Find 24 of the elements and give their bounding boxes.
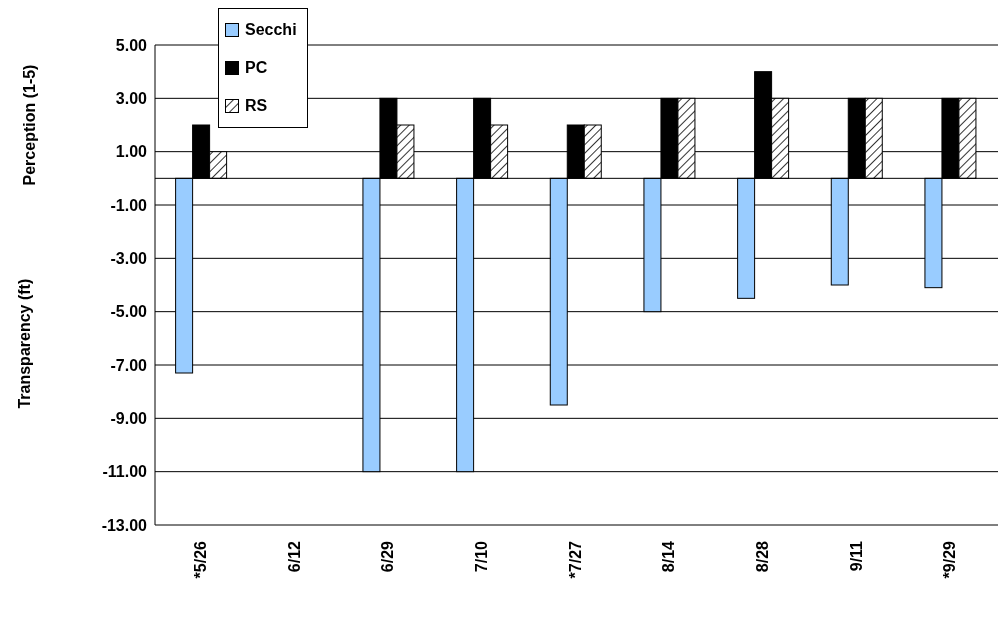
legend-label: PC: [244, 58, 269, 78]
y-tick-label: -5.00: [110, 303, 148, 321]
x-tick-label: *7/27: [566, 540, 584, 579]
y-tick-label: 5.00: [115, 36, 148, 54]
text: Perception (1-5): [21, 64, 39, 186]
y-axis-title: Transparency (ft): [16, 278, 34, 409]
y-tick-label: -13.00: [101, 516, 148, 534]
y-tick-label: -9.00: [110, 410, 148, 428]
x-tick-label: 8/14: [660, 540, 678, 573]
x-tick-label: 8/28: [753, 540, 771, 573]
x-tick-label: *5/26: [191, 540, 209, 579]
x-tick-label: 7/10: [472, 540, 490, 573]
y-tick-label: 1.00: [115, 143, 148, 161]
x-tick-label: 6/12: [285, 540, 303, 573]
x-tick-label: 9/11: [847, 540, 865, 572]
y-tick-label: -11.00: [102, 463, 148, 481]
y-tick-label: -3.00: [110, 250, 148, 268]
x-tick-label: *9/29: [941, 540, 959, 579]
y-tick-label: -1.00: [110, 196, 148, 214]
legend-label: Secchi: [244, 20, 298, 40]
y-tick-label: 3.00: [115, 90, 148, 108]
legend-label: RS: [244, 96, 269, 116]
x-tick-label: 6/29: [379, 540, 397, 573]
y-tick-label: -7.00: [110, 356, 148, 374]
